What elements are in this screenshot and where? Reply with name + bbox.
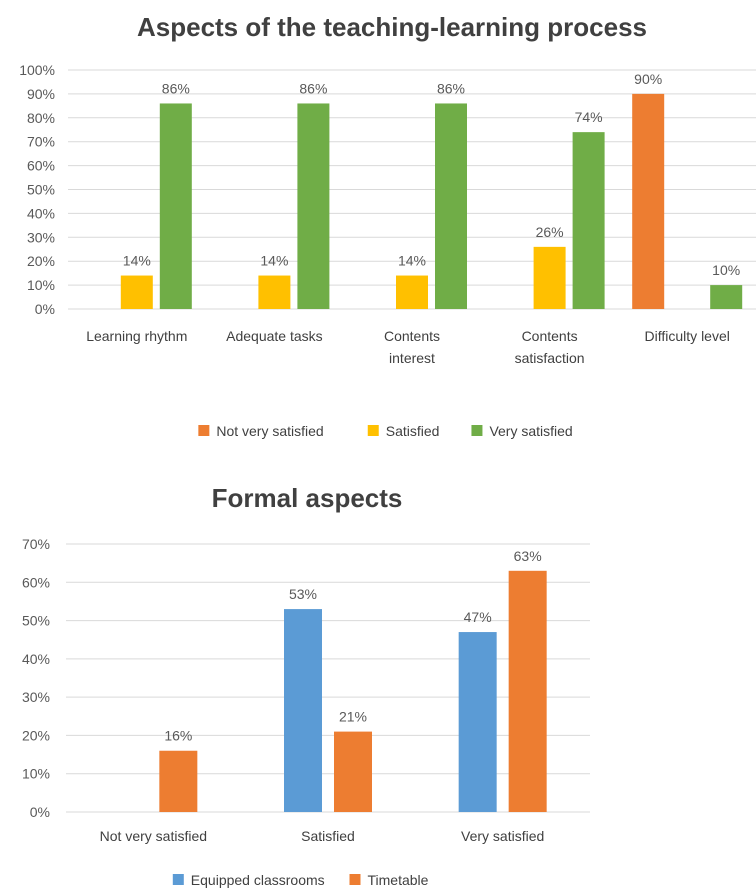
- data-labels: 16% 53% 21% 47% 63%: [164, 548, 541, 744]
- y-tick-label: 70%: [27, 134, 55, 150]
- legend-label: Equipped classrooms: [191, 872, 325, 888]
- chart-teaching-learning: Aspects of the teaching-learning process…: [19, 12, 756, 439]
- bar: [435, 103, 467, 310]
- x-axis-categories: Not very satisfied Satisfied Very satisfie…: [100, 828, 545, 844]
- legend-label: Timetable: [368, 872, 429, 888]
- legend-swatch: [172, 874, 184, 885]
- chart-title: Aspects of the teaching-learning process: [137, 12, 647, 42]
- bar: [533, 246, 566, 309]
- legend-label: Not very satisfied: [216, 423, 323, 439]
- y-tick-label: 70%: [22, 536, 50, 552]
- x-category-label: Learning rhythm: [86, 328, 187, 344]
- data-label: 14%: [398, 253, 426, 269]
- bar: [458, 632, 497, 812]
- legend-swatch: [198, 425, 210, 436]
- data-label: 14%: [123, 253, 151, 269]
- data-label: 26%: [536, 224, 564, 240]
- data-label: 63%: [514, 548, 542, 564]
- bars: [159, 570, 547, 812]
- gridlines: [66, 543, 590, 813]
- data-label: 47%: [464, 609, 492, 625]
- y-tick-label: 50%: [27, 182, 55, 198]
- data-label: 53%: [289, 586, 317, 602]
- x-axis-categories: Learning rhythm Adequate tasks Contents int…: [86, 328, 730, 366]
- data-label: 10%: [712, 262, 740, 278]
- y-tick-label: 10%: [22, 766, 50, 782]
- bar: [396, 275, 428, 309]
- bar: [508, 570, 547, 812]
- y-tick-label: 0%: [30, 804, 50, 820]
- x-category-label: Contents: [522, 328, 578, 344]
- y-tick-label: 60%: [22, 574, 50, 590]
- data-label: 90%: [634, 71, 662, 87]
- legend: Not very satisfied Satisfied Very satisfie…: [198, 423, 573, 439]
- bar: [120, 275, 153, 309]
- x-category-label: satisfaction: [515, 350, 585, 366]
- y-tick-label: 50%: [22, 613, 50, 629]
- bar: [159, 750, 198, 812]
- data-label: 86%: [437, 80, 465, 96]
- data-label: 74%: [575, 109, 603, 125]
- bar: [572, 132, 605, 309]
- y-axis-ticks: 0% 10% 20% 30% 40% 50% 60% 70% 80% 90% 100%: [19, 62, 55, 317]
- y-tick-label: 30%: [22, 689, 50, 705]
- y-tick-label: 60%: [27, 158, 55, 174]
- legend: Equipped classrooms Timetable: [172, 872, 429, 888]
- x-category-label: Adequate tasks: [226, 328, 323, 344]
- data-label: 86%: [162, 80, 190, 96]
- x-category-label: Not very satisfied: [100, 828, 207, 844]
- y-tick-label: 30%: [27, 229, 55, 245]
- y-axis-ticks: 0% 10% 20% 30% 40% 50% 60% 70%: [22, 536, 50, 820]
- bar: [159, 103, 192, 310]
- y-tick-label: 40%: [27, 205, 55, 221]
- x-category-label: Satisfied: [301, 828, 355, 844]
- y-tick-label: 90%: [27, 86, 55, 102]
- y-tick-label: 100%: [19, 62, 55, 78]
- legend-swatch: [349, 874, 361, 885]
- legend-swatch: [471, 425, 483, 436]
- chart-title: Formal aspects: [212, 483, 403, 513]
- y-tick-label: 80%: [27, 110, 55, 126]
- bar: [334, 731, 372, 812]
- bar: [710, 285, 743, 309]
- x-category-label: Difficulty level: [645, 328, 730, 344]
- bar: [632, 93, 665, 310]
- bar: [284, 609, 322, 812]
- y-tick-label: 20%: [27, 253, 55, 269]
- bar: [258, 275, 291, 309]
- y-tick-label: 20%: [22, 727, 50, 743]
- bar: [297, 103, 330, 310]
- data-labels: 14% 86% 14% 86% 14% 86% 26% 74% 90% 10%: [123, 71, 740, 278]
- x-category-label: interest: [389, 350, 435, 366]
- y-tick-label: 0%: [35, 301, 55, 317]
- data-label: 21%: [339, 709, 367, 725]
- legend-label: Satisfied: [386, 423, 440, 439]
- legend-label: Very satisfied: [489, 423, 572, 439]
- y-tick-label: 10%: [27, 277, 55, 293]
- x-category-label: Contents: [384, 328, 440, 344]
- x-category-label: Very satisfied: [461, 828, 544, 844]
- legend-swatch: [367, 425, 379, 436]
- chart-formal-aspects: Formal aspects 0% 10% 20% 30% 40% 50% 60% 70% 1…: [22, 483, 590, 888]
- y-tick-label: 40%: [22, 651, 50, 667]
- data-label: 16%: [164, 728, 192, 744]
- bars: [120, 93, 743, 310]
- data-label: 86%: [299, 80, 327, 96]
- data-label: 14%: [260, 253, 288, 269]
